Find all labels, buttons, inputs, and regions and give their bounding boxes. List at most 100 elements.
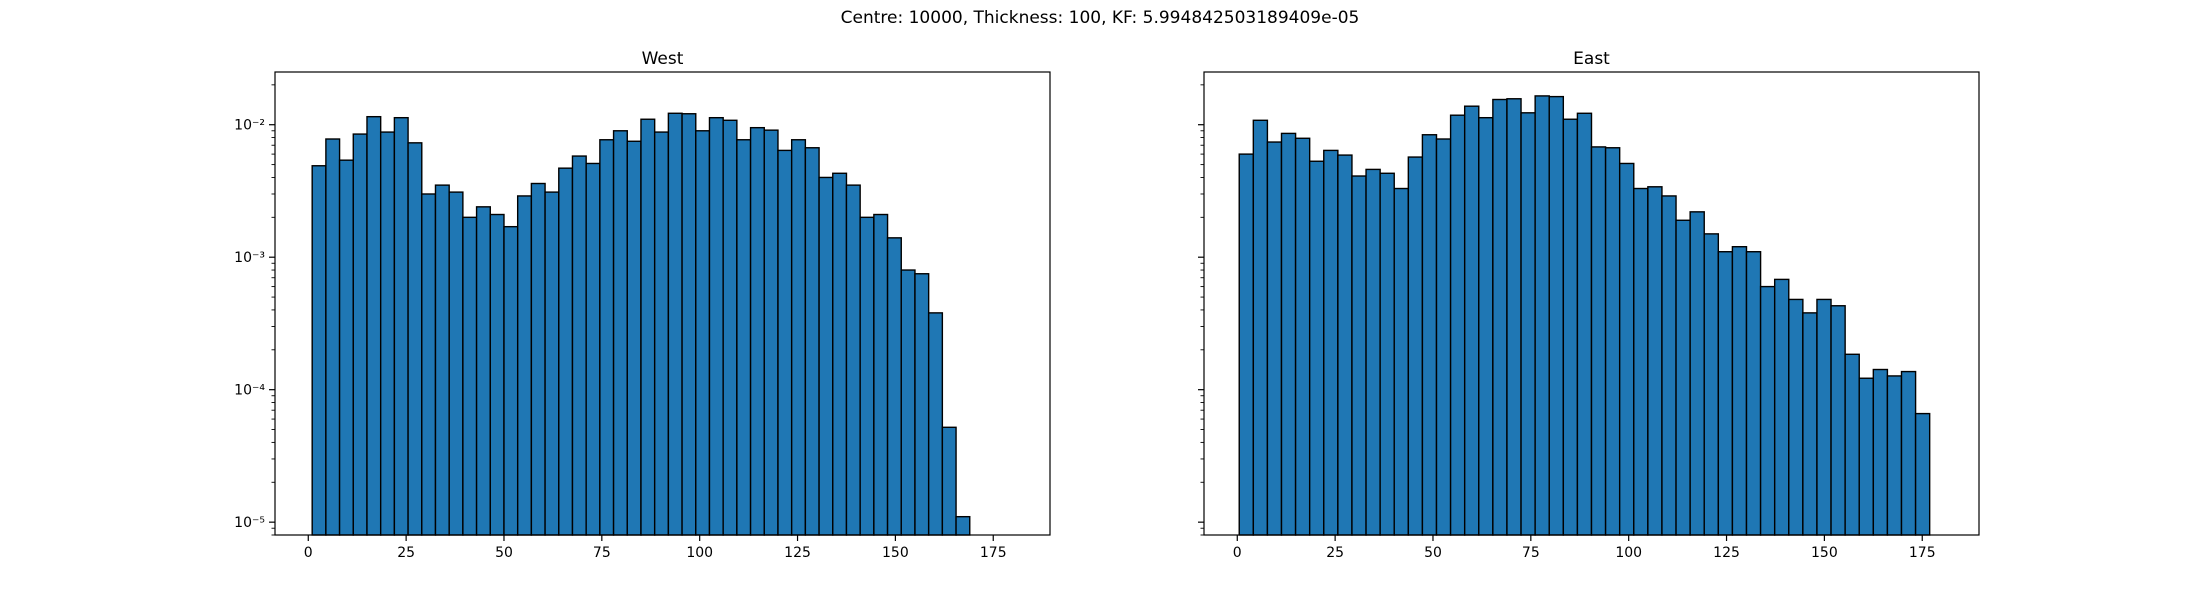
- east-x-tick-label: 150: [1811, 545, 1838, 561]
- east-bar: [1731, 246, 1748, 536]
- figure-title: Centre: 10000, Thickness: 100, KF: 5.994…: [840, 8, 1360, 28]
- west-bar: [599, 139, 615, 536]
- east-bar: [1590, 146, 1607, 536]
- west-bar: [790, 139, 807, 536]
- east-bar: [1379, 172, 1395, 536]
- east-bar: [1675, 219, 1691, 536]
- east-bar: [1280, 132, 1297, 536]
- west-y-tick-label: 10⁻²: [234, 118, 265, 134]
- east-bar: [1562, 118, 1579, 536]
- east-bar: [1844, 353, 1860, 536]
- east-bar: [1365, 168, 1381, 536]
- west-bar: [448, 191, 464, 536]
- west-bar: [640, 118, 656, 536]
- west-bar: [653, 131, 670, 536]
- west-bar: [736, 139, 752, 536]
- west-bar: [927, 312, 944, 536]
- east-bar: [1548, 95, 1565, 536]
- west-bar: [626, 140, 642, 536]
- east-bar: [1478, 116, 1494, 536]
- east-bar: [1492, 98, 1508, 536]
- west-bar: [475, 206, 491, 536]
- east-x-tick-label: 50: [1424, 545, 1442, 561]
- west-bar: [777, 149, 793, 536]
- west-bar: [571, 155, 587, 536]
- west-x-tick-label: 150: [882, 545, 909, 561]
- east-bar: [1759, 285, 1776, 536]
- west-x-tick-label: 0: [304, 545, 313, 561]
- east-bar: [1661, 195, 1677, 536]
- west-bar: [708, 116, 724, 536]
- west-y-tick-label: 10⁻³: [234, 250, 265, 266]
- east-bar: [1252, 119, 1269, 536]
- west-bar: [900, 269, 916, 536]
- east-bar: [1914, 412, 1931, 536]
- west-bar: [804, 147, 820, 536]
- east-bar: [1689, 211, 1705, 536]
- west-bar: [503, 225, 519, 536]
- west-x-tick-label: 175: [980, 545, 1007, 561]
- west-x-tick-label: 125: [784, 545, 811, 561]
- east-bar: [1576, 112, 1593, 536]
- east-bar: [1534, 95, 1550, 536]
- east-bar: [1604, 147, 1621, 536]
- west-bar: [558, 167, 574, 536]
- west-x-tick-label: 100: [686, 545, 713, 561]
- west-bar: [530, 182, 546, 536]
- west-bar: [352, 133, 368, 536]
- east-bar: [1647, 186, 1663, 536]
- west-panel: 0 25 50 75 100 125 150 175 10⁻⁵ 10⁻⁴ 10⁻³ 10⁻² West: [234, 49, 1051, 561]
- east-bar: [1435, 138, 1452, 536]
- east-bar: [1421, 134, 1438, 536]
- west-bar: [489, 213, 505, 536]
- west-y-tick-label: 10⁻⁴: [234, 383, 265, 399]
- east-bar: [1900, 370, 1917, 536]
- east-title: East: [1573, 49, 1610, 69]
- east-bar: [1351, 175, 1367, 536]
- east-bar: [1337, 154, 1353, 536]
- west-axes-frame: [274, 71, 1051, 536]
- east-bar: [1802, 312, 1818, 536]
- west-bar: [667, 112, 683, 536]
- east-bar: [1407, 156, 1424, 536]
- west-bar: [859, 216, 875, 536]
- west-x-tick-label: 50: [495, 545, 513, 561]
- west-bar: [722, 119, 738, 536]
- east-x-tick-label: 175: [1909, 545, 1936, 561]
- east-x-tick-label: 25: [1326, 545, 1344, 561]
- east-bar: [1238, 153, 1255, 536]
- east-bar: [1294, 137, 1311, 536]
- west-bar: [695, 130, 711, 536]
- east-x-tick-label: 75: [1522, 545, 1540, 561]
- west-bar: [421, 193, 437, 536]
- west-bar: [311, 165, 327, 536]
- east-bar: [1633, 187, 1649, 536]
- west-bar: [749, 126, 765, 536]
- east-bar: [1858, 377, 1875, 536]
- west-x-tick-label: 25: [397, 545, 415, 561]
- west-bar: [832, 172, 848, 536]
- east-bar: [1872, 368, 1889, 536]
- west-bar: [544, 191, 560, 536]
- west-bar: [338, 159, 354, 536]
- west-bar: [886, 237, 902, 536]
- east-bar: [1788, 298, 1804, 536]
- east-bar: [1830, 305, 1846, 536]
- east-axes-frame: [1203, 71, 1980, 536]
- west-bar: [914, 273, 930, 536]
- east-bar: [1323, 149, 1339, 536]
- east-x-tick-label: 0: [1233, 545, 1242, 561]
- east-bar: [1520, 112, 1536, 536]
- east-bar: [1773, 278, 1790, 536]
- east-bar: [1393, 187, 1410, 536]
- east-bar: [1618, 162, 1635, 536]
- east-bar: [1266, 141, 1283, 536]
- east-bar: [1745, 251, 1762, 536]
- west-bar: [434, 184, 450, 536]
- east-bar: [1886, 375, 1903, 536]
- west-title: West: [642, 49, 684, 69]
- west-bar: [818, 176, 834, 536]
- east-bar: [1816, 298, 1832, 536]
- east-bar: [1449, 114, 1466, 536]
